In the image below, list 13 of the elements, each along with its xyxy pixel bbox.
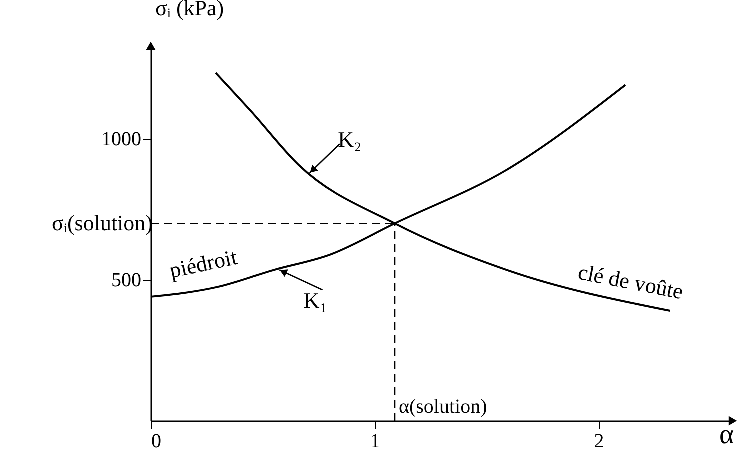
y-tick-label: 1000: [102, 128, 142, 151]
y-axis-title: σᵢ (kPa): [156, 0, 224, 20]
y-tick-label: 500: [112, 270, 142, 292]
x-tick-label: 1: [370, 430, 380, 452]
x-tick-label: 0: [152, 430, 162, 452]
x-tick-label: 2: [594, 430, 604, 452]
annotation: K₁: [304, 288, 328, 314]
annotation: K₂: [338, 127, 362, 152]
annotation: clé de voûte: [576, 259, 686, 304]
ref-line-label: α(solution): [398, 396, 488, 418]
x-axis-title: α: [720, 420, 734, 450]
ref-line-label: σᵢ(solution): [52, 210, 153, 236]
annotation: piédroit: [167, 244, 240, 284]
